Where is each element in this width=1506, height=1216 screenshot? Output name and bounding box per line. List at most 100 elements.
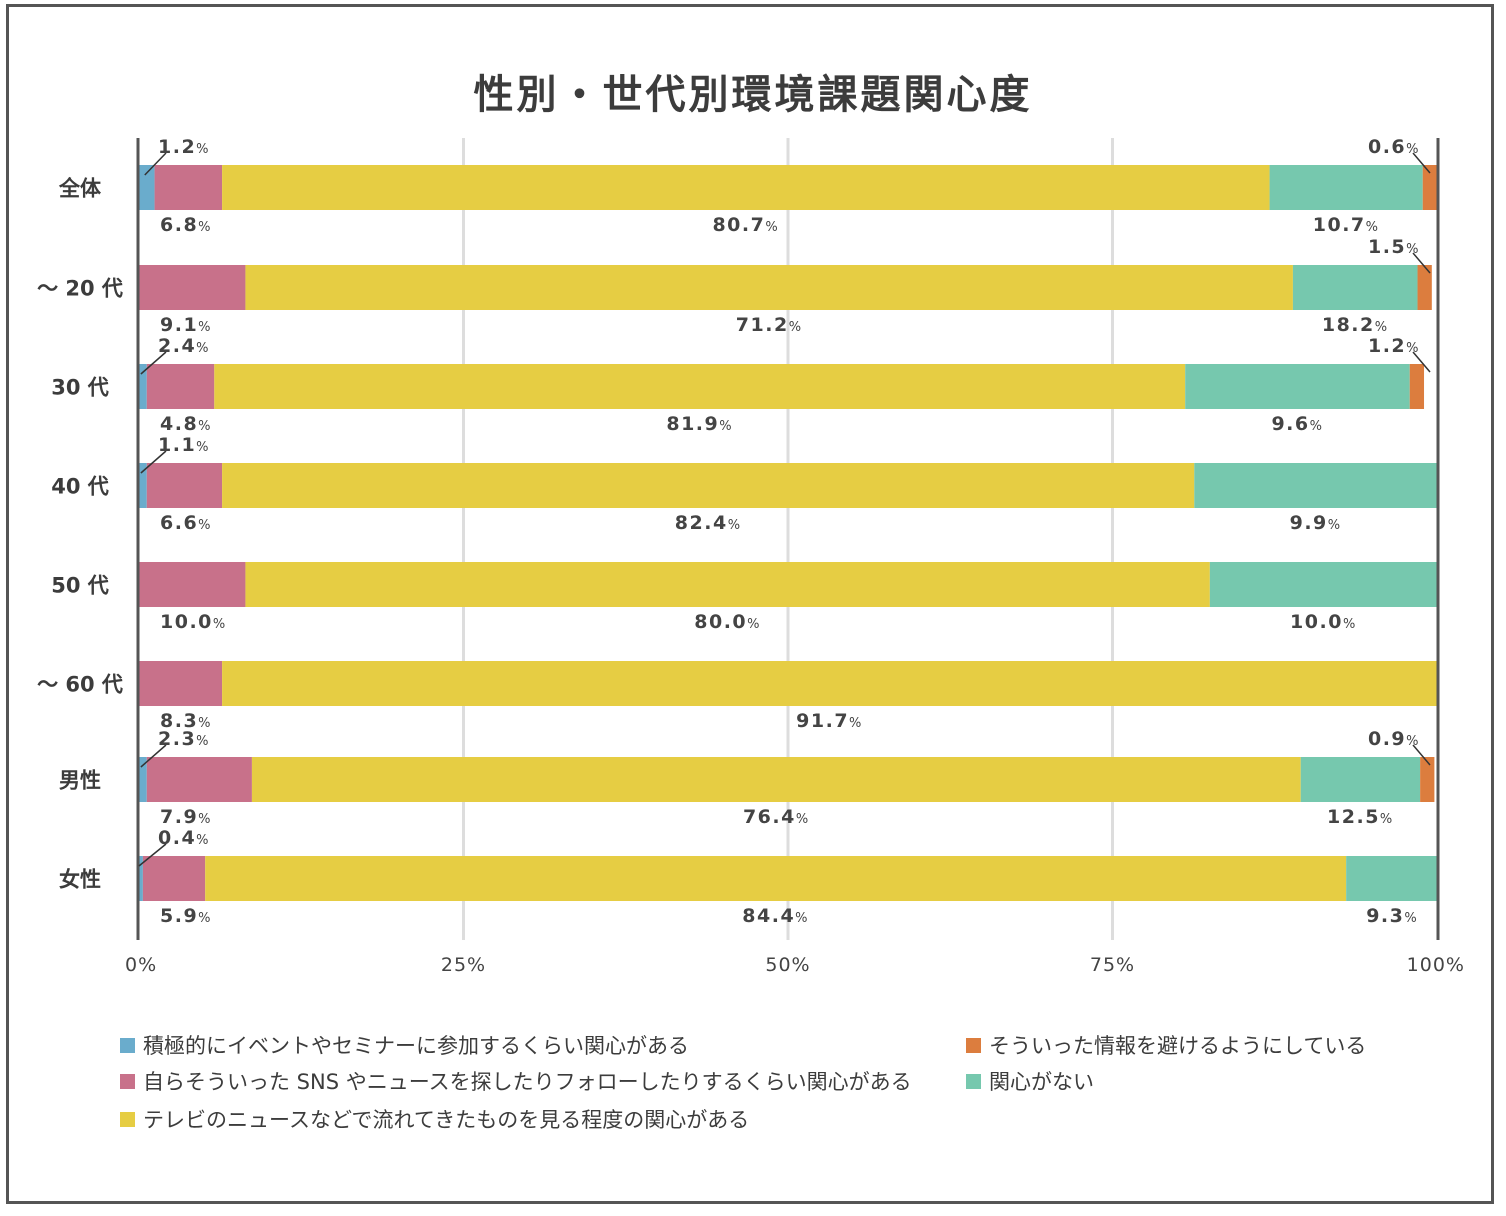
x-tick-label: 75% — [1090, 954, 1135, 976]
data-label-none: 9.6% — [1271, 413, 1323, 435]
data-label-active: 1.1% — [158, 434, 210, 456]
legend-item-none: 関心がない — [966, 1066, 1094, 1096]
bar-segment-3 — [205, 856, 1347, 901]
legend-swatch — [120, 1037, 135, 1053]
data-label-avoid: 1.5% — [1368, 236, 1420, 258]
data-label-none: 9.9% — [1290, 512, 1342, 534]
data-label-tv: 80.7% — [712, 214, 779, 236]
data-label-follow: 10.0% — [160, 611, 227, 633]
data-label-active: 2.3% — [158, 728, 210, 750]
bar-segment-3 — [214, 364, 1186, 409]
category-label: 全体 — [58, 177, 102, 201]
category-label: ～ 60 代 — [37, 673, 123, 697]
data-label-none: 10.0% — [1290, 611, 1357, 633]
data-label-avoid: 0.9% — [1368, 728, 1420, 750]
bar-segment-2 — [142, 856, 206, 901]
bar-segment-4 — [1292, 265, 1418, 310]
bar-segment-3 — [245, 562, 1210, 607]
legend-label: そういった情報を避けるようにしている — [989, 1034, 1367, 1058]
bar-segment-1 — [139, 856, 143, 901]
data-label-follow: 4.8% — [160, 413, 212, 435]
data-label-follow: 7.9% — [160, 806, 212, 828]
legend-item-active: 積極的にイベントやセミナーに参加するくらい関心がある — [120, 1030, 689, 1060]
category-label: 男性 — [59, 769, 101, 793]
x-tick-label: 25% — [441, 954, 486, 976]
leader-line — [140, 744, 167, 768]
category-label: ～ 20 代 — [37, 277, 123, 301]
bar-segment-5 — [1420, 757, 1435, 802]
bar-segment-3 — [222, 463, 1195, 508]
leader-line — [140, 351, 167, 375]
bar-segment-4 — [1269, 165, 1423, 210]
category-label: 40 代 — [51, 475, 109, 499]
x-tick-label: 50% — [765, 954, 810, 976]
legend-item-tv: テレビのニュースなどで流れてきたものを見る程度の関心がある — [120, 1104, 749, 1134]
leader-line — [1412, 351, 1431, 373]
bar-segment-5 — [1417, 265, 1432, 310]
chart-frame — [6, 4, 1494, 1204]
bar-segment-2 — [146, 463, 223, 508]
bar-segment-3 — [222, 661, 1437, 706]
bar-segment-5 — [1409, 364, 1425, 409]
legend-swatch — [966, 1073, 981, 1089]
bar-segment-1 — [139, 364, 147, 409]
leader-line — [1412, 252, 1431, 274]
chart-title: 性別・世代別環境課題関心度 — [473, 72, 1033, 118]
data-label-avoid: 0.6% — [1368, 136, 1420, 158]
bar-segment-1 — [139, 757, 147, 802]
leader-line — [1412, 152, 1431, 174]
data-label-tv: 84.4% — [742, 905, 809, 927]
bar-segment-2 — [154, 165, 223, 210]
leader-line — [1412, 744, 1431, 766]
bar-segment-4 — [1185, 364, 1410, 409]
data-label-tv: 80.0% — [694, 611, 761, 633]
bar-segment-3 — [245, 265, 1293, 310]
bar-segment-2 — [139, 562, 246, 607]
legend-swatch — [120, 1111, 135, 1127]
bar-segment-4 — [1346, 856, 1439, 901]
leader-line — [144, 152, 167, 176]
data-label-active: 1.2% — [158, 136, 210, 158]
data-label-follow: 5.9% — [160, 905, 212, 927]
data-label-follow: 8.3% — [160, 710, 212, 732]
legend-item-follow: 自らそういった SNS やニュースを探したりフォローしたりするくらい関心がある — [120, 1066, 912, 1096]
data-label-follow: 9.1% — [160, 314, 212, 336]
bar-segment-1 — [139, 463, 147, 508]
data-label-none: 9.3% — [1366, 905, 1418, 927]
legend-item-avoid: そういった情報を避けるようにしている — [966, 1030, 1366, 1060]
bar-segment-4 — [1300, 757, 1421, 802]
data-label-none: 12.5% — [1327, 806, 1394, 828]
leader-line — [140, 450, 167, 474]
legend-label: 関心がない — [989, 1070, 1094, 1094]
bar-segment-2 — [146, 757, 252, 802]
data-label-tv: 82.4% — [675, 512, 742, 534]
category-label: 30 代 — [51, 376, 109, 400]
legend-label: 自らそういった SNS やニュースを探したりフォローしたりするくらい関心がある — [143, 1070, 912, 1094]
bar-segment-5 — [1422, 165, 1437, 210]
data-label-none: 10.7% — [1313, 214, 1380, 236]
legend-label: テレビのニュースなどで流れてきたものを見る程度の関心がある — [143, 1108, 750, 1132]
bar-segment-2 — [139, 265, 246, 310]
bar-segment-2 — [146, 364, 215, 409]
legend-label: 積極的にイベントやセミナーに参加するくらい関心がある — [143, 1034, 689, 1058]
bar-segment-3 — [251, 757, 1301, 802]
legend-swatch — [966, 1037, 981, 1053]
data-label-active: 2.4% — [158, 335, 210, 357]
bar-segment-4 — [1209, 562, 1437, 607]
data-label-tv: 71.2% — [736, 314, 803, 336]
legend-swatch — [120, 1073, 135, 1089]
category-label: 50 代 — [51, 574, 109, 598]
leader-line — [138, 843, 167, 867]
bar-segment-2 — [139, 661, 223, 706]
x-tick-label: 0% — [125, 954, 157, 976]
data-label-none: 18.2% — [1322, 314, 1389, 336]
data-label-follow: 6.8% — [160, 214, 212, 236]
data-label-tv: 81.9% — [666, 413, 733, 435]
data-label-tv: 91.7% — [796, 710, 863, 732]
bar-segment-3 — [222, 165, 1270, 210]
data-label-avoid: 1.2% — [1368, 335, 1420, 357]
data-label-active: 0.4% — [158, 827, 210, 849]
bar-segment-4 — [1194, 463, 1437, 508]
data-label-follow: 6.6% — [160, 512, 212, 534]
